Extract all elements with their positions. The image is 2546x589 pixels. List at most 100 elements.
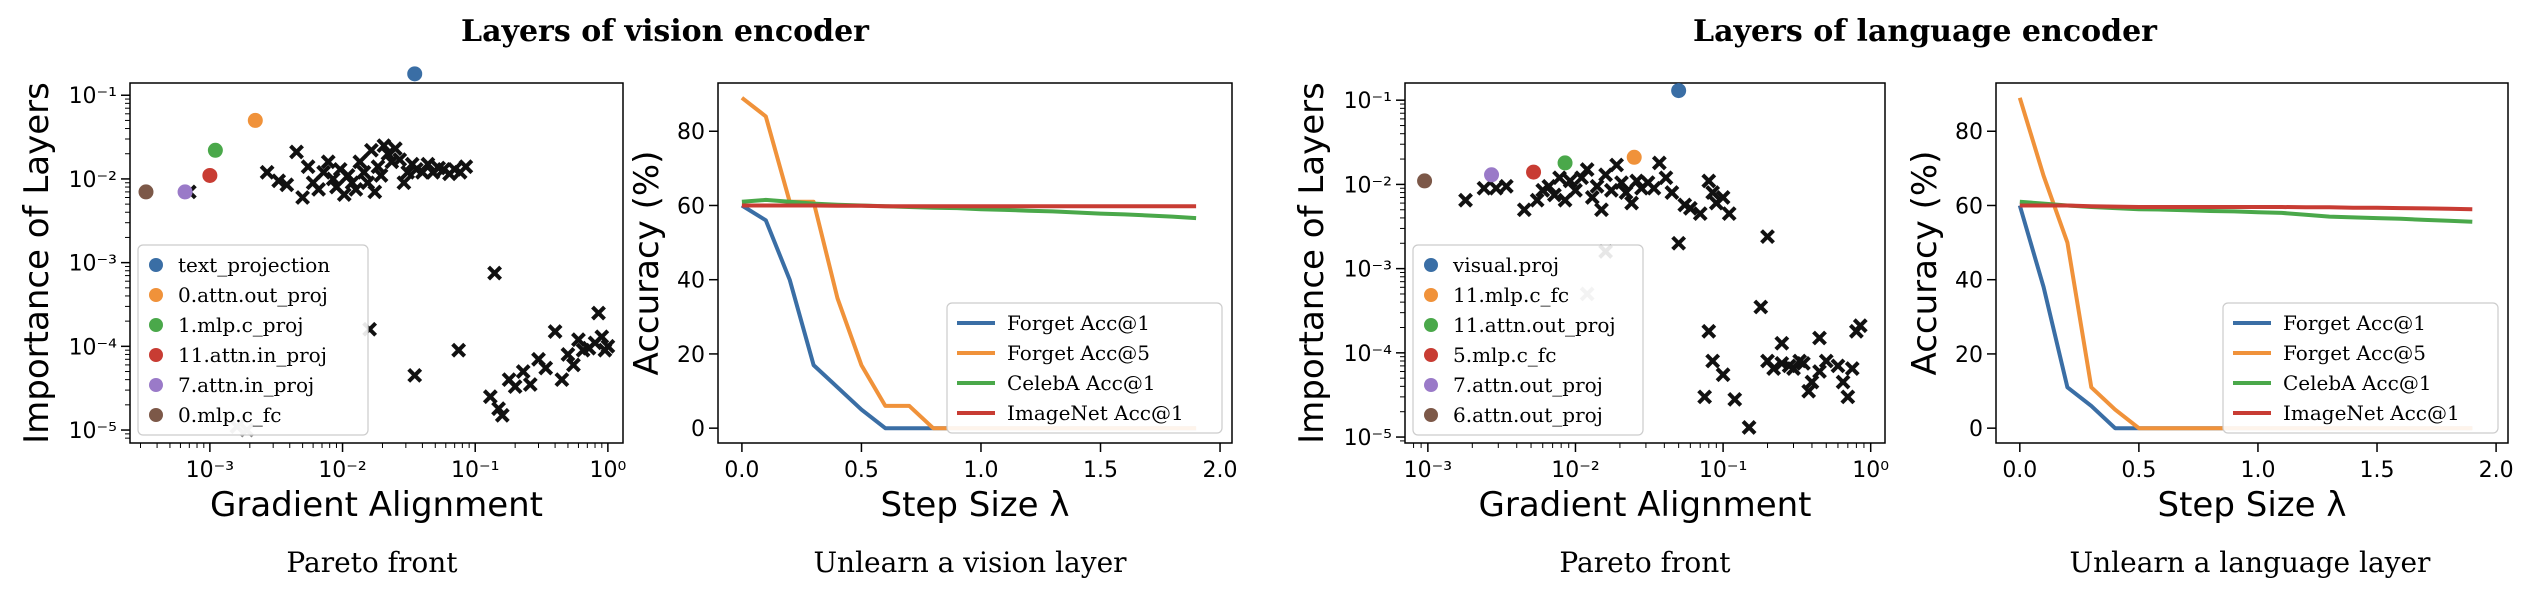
x-marker-stroke	[451, 342, 467, 358]
x-marker-stroke	[458, 159, 474, 175]
layer-point	[1568, 182, 1583, 198]
layer-point	[1801, 383, 1817, 399]
legend-marker	[149, 288, 163, 302]
y-tick-label: 10⁻¹	[69, 84, 117, 109]
layer-point	[1830, 358, 1846, 374]
series-line	[741, 197, 1197, 221]
x-marker-stroke	[360, 175, 376, 191]
x-marker-stroke	[1614, 175, 1629, 191]
axes-frame	[1995, 82, 2509, 444]
x-marker-stroke	[289, 144, 304, 160]
x-marker-stroke	[1774, 335, 1790, 351]
legend-label: Forget Acc@1	[1007, 311, 1150, 335]
pareto-language-chart: 10⁻³ 10⁻² 10⁻¹ 10⁰10⁻⁵10⁻⁴10⁻³10⁻²10⁻¹Gradi…	[1292, 82, 1889, 525]
x-marker-stroke	[332, 161, 348, 177]
legend-label: Forget Acc@1	[2283, 311, 2426, 335]
x-tick-label: 10⁻³	[186, 458, 234, 483]
y-tick-label: 40	[677, 269, 705, 294]
x-tick-label: 10⁻²	[1551, 458, 1599, 483]
x-tick-label: 2.0	[2479, 458, 2514, 483]
highlight-point	[1417, 173, 1433, 189]
legend-label: ImageNet Acc@1	[2283, 401, 2460, 425]
y-axis-label: Importance of Layers	[1292, 82, 1332, 444]
legend-label: 0.mlp.c_fc	[178, 403, 281, 427]
highlight-point	[1484, 167, 1500, 183]
legend-box	[946, 302, 1223, 434]
caption-pareto-language: Pareto front	[1559, 546, 1731, 579]
layer-point	[1664, 185, 1680, 200]
x-axis-label: Gradient Alignment	[210, 485, 543, 525]
layer-point	[1552, 170, 1567, 186]
legend-label: 7.attn.out_proj	[1453, 373, 1603, 397]
x-marker-stroke	[1589, 178, 1605, 194]
x-marker-stroke	[1830, 358, 1846, 374]
caption-pareto-vision: Pareto front	[286, 546, 458, 579]
x-tick-label: 10⁻³	[1404, 458, 1452, 483]
layer-point	[1498, 178, 1514, 194]
layer-point	[396, 175, 412, 191]
y-tick-label: 0	[691, 417, 705, 442]
x-axis-label: Gradient Alignment	[1479, 485, 1812, 525]
x-marker-stroke	[336, 187, 352, 203]
x-marker-stroke	[571, 332, 586, 348]
legend-box	[137, 244, 369, 436]
x-tick-label: 10⁰	[589, 458, 626, 483]
legend-label: 0.attn.out_proj	[178, 283, 328, 307]
x-marker-stroke	[400, 164, 416, 180]
legend-marker	[149, 258, 163, 272]
x-tick-label: 0.0	[2002, 458, 2037, 483]
x-marker-stroke	[420, 156, 436, 172]
x-marker-stroke	[348, 181, 364, 197]
x-marker-stroke	[279, 177, 295, 193]
legend-marker	[1424, 258, 1438, 272]
layer-point	[407, 367, 423, 383]
x-marker-stroke	[363, 142, 379, 158]
section-title-vision: Layers of vision encoder	[461, 14, 870, 49]
x-marker-stroke	[1488, 180, 1504, 196]
x-marker-stroke	[367, 184, 383, 200]
legend-marker	[1424, 378, 1438, 392]
layer-point	[373, 168, 389, 183]
layer-point	[1852, 318, 1868, 334]
layer-point	[600, 338, 616, 354]
layer-point	[1715, 367, 1731, 383]
x-marker-stroke	[547, 324, 563, 340]
x-marker-stroke	[316, 164, 332, 180]
layer-point	[392, 152, 408, 168]
highlight-point	[138, 184, 154, 200]
layer-point	[1715, 190, 1731, 205]
y-tick-label: 0	[1969, 417, 1983, 442]
x-marker-stroke	[392, 152, 408, 168]
x-marker-stroke	[1804, 374, 1820, 390]
layer-point	[515, 364, 531, 379]
layer-point	[1614, 175, 1629, 191]
y-tick-label: 80	[677, 120, 705, 145]
legend: Forget Acc@1 Forget Acc@5 CelebA Acc@1 Imag…	[2222, 302, 2499, 434]
x-marker-stroke	[1651, 155, 1667, 171]
layer-point	[1516, 202, 1532, 218]
x-marker-stroke	[494, 407, 510, 423]
legend-label: 5.mlp.c_fc	[1453, 343, 1556, 367]
highlight-point	[247, 112, 263, 128]
y-tick-label: 10⁻⁵	[69, 419, 117, 444]
pareto-vision-chart: 10⁻³ 10⁻² 10⁻¹ 10⁰10⁻⁵10⁻⁴10⁻³10⁻²10⁻¹Gradi…	[17, 66, 626, 525]
layer-point	[482, 389, 498, 405]
unlearn-vision-chart: 0.0 0.5 1.0 1.5 2.0 0 20 40 60 80 Step Size λ Accur…	[627, 82, 1238, 525]
y-tick-label: 10⁻¹	[1344, 89, 1392, 114]
x-axis-label: Step Size λ	[881, 485, 1070, 525]
highlight-point	[1557, 155, 1573, 171]
x-marker-stroke	[1658, 170, 1674, 186]
highlight-point	[202, 167, 218, 183]
x-marker-stroke	[1618, 185, 1634, 200]
layer-point	[594, 329, 610, 345]
x-marker-stroke	[1579, 162, 1595, 177]
x-marker-stroke	[373, 168, 389, 183]
x-marker-stroke	[1715, 367, 1731, 383]
x-marker-stroke	[1727, 391, 1743, 407]
x-marker-stroke	[554, 372, 570, 388]
layer-point	[522, 377, 538, 392]
layer-point	[547, 324, 563, 340]
layer-point	[1646, 180, 1662, 196]
layer-point	[1579, 162, 1595, 177]
